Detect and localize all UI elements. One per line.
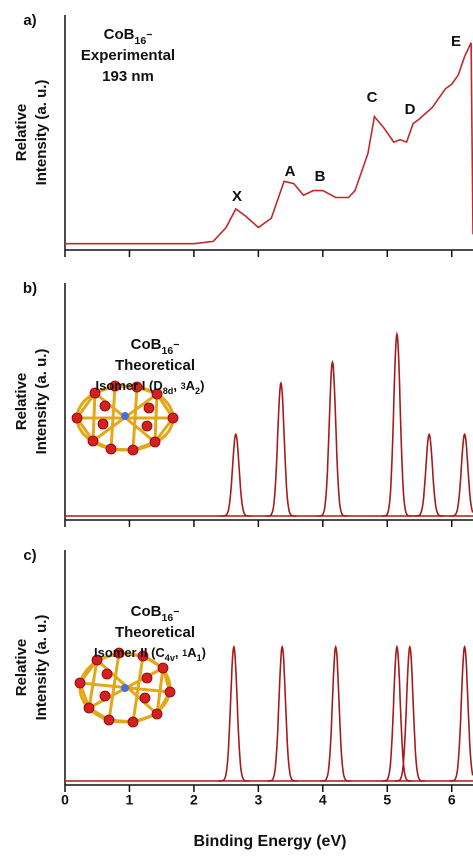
peak-label: E: [451, 33, 461, 50]
peak: [382, 334, 413, 516]
peak: [218, 647, 249, 781]
annotation-run: Theoretical: [115, 624, 195, 641]
annotation-run: Isomer I (D: [96, 378, 163, 393]
annotation-run: Isomer II (C: [94, 645, 165, 660]
annotation: Experimental: [81, 47, 175, 64]
annotation-run: −: [146, 29, 152, 41]
annotation: CoB16−: [104, 26, 153, 47]
annotation-run: ,: [173, 378, 180, 393]
peak: [267, 647, 298, 781]
y-axis-label: Relative: [13, 639, 30, 697]
annotation-run: ,: [175, 645, 182, 660]
annotation-run: 193 nm: [102, 68, 154, 85]
annotation-run: ): [200, 378, 204, 393]
y-axis-label: Intensity (a. u.): [33, 615, 50, 721]
annotation-run: ): [202, 645, 206, 660]
x-tick-label: 6: [448, 792, 456, 808]
annotation-run: 16: [162, 612, 174, 624]
annotation: Theoretical: [115, 357, 195, 374]
panel-label: a): [23, 12, 36, 29]
peak: [266, 383, 297, 516]
peak: [449, 434, 473, 516]
annotation-run: 16: [162, 345, 174, 357]
figure: a)RelativeIntensity (a. u.)CoB16−Experim…: [0, 0, 473, 856]
annotation-run: CoB: [104, 26, 135, 43]
peak: [317, 362, 348, 516]
x-tick-label: 3: [254, 792, 262, 808]
x-tick-label: 2: [190, 792, 198, 808]
peak-label: C: [367, 89, 378, 106]
x-tick-label: 4: [319, 792, 327, 808]
peak: [220, 434, 251, 516]
annotation: 193 nm: [102, 68, 154, 85]
annotation: CoB16−: [131, 336, 180, 357]
x-tick-label: 5: [383, 792, 391, 808]
annotation: Theoretical: [115, 624, 195, 641]
annotation-run: −: [173, 606, 179, 618]
annotation-run: 8d: [163, 386, 174, 396]
x-axis-label: Binding Energy (eV): [194, 833, 347, 850]
annotation-run: Experimental: [81, 47, 175, 64]
peak-label: X: [232, 188, 242, 205]
annotation-run: CoB: [131, 336, 162, 353]
peak: [320, 647, 351, 781]
annotation: CoB16−: [131, 603, 180, 624]
peak: [414, 434, 445, 516]
peak-label: B: [315, 168, 326, 185]
annotation-run: −: [173, 339, 179, 351]
panel-label: c): [23, 547, 36, 564]
annotation-run: CoB: [131, 603, 162, 620]
peak-label: D: [405, 101, 416, 118]
y-axis-label: Relative: [13, 104, 30, 162]
peak: [449, 647, 473, 781]
annotation-run: 16: [135, 35, 147, 47]
panel-label: b): [23, 280, 37, 297]
annotation: Isomer I (D8d, 3A2): [96, 378, 205, 396]
x-tick-label: 0: [61, 792, 69, 808]
x-tick-label: 1: [126, 792, 134, 808]
y-axis-label: Intensity (a. u.): [33, 80, 50, 186]
annotation-run: Theoretical: [115, 357, 195, 374]
y-axis-label: Intensity (a. u.): [33, 349, 50, 455]
y-axis-label: Relative: [13, 373, 30, 431]
peak-label: A: [285, 163, 296, 180]
